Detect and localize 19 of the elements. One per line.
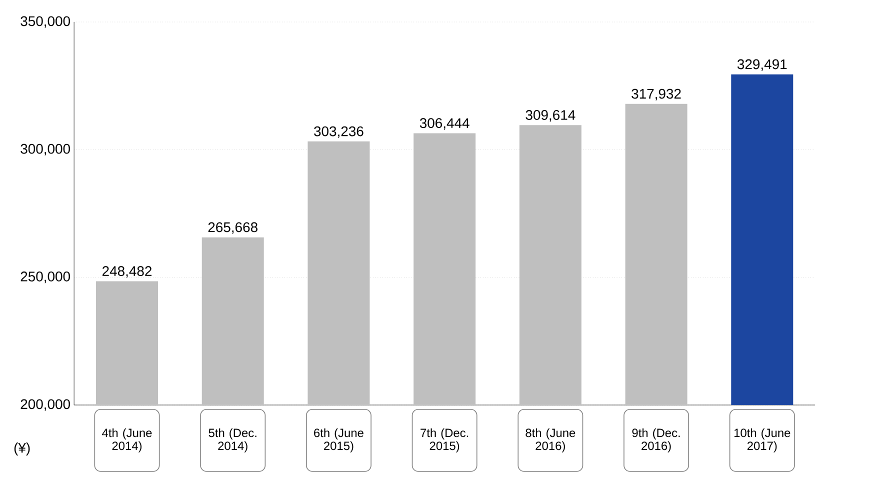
y-tick-label: 300,000 — [20, 144, 70, 156]
x-tick-label: 8th (June 2016) — [526, 428, 576, 452]
x-tick-label: 10th (June 2017) — [734, 428, 790, 452]
data-label: 309,614 — [526, 110, 576, 122]
data-label: 306,444 — [420, 118, 470, 130]
data-label: 248,482 — [102, 266, 152, 278]
data-label: 329,491 — [737, 59, 787, 71]
data-label: 265,668 — [208, 222, 258, 234]
x-tick-label: 9th (Dec. 2016) — [632, 428, 680, 452]
y-tick-label: 200,000 — [20, 399, 70, 411]
data-label: 317,932 — [632, 88, 681, 100]
y-axis-title: (¥) — [14, 442, 30, 456]
x-tick-label: 7th (Dec. 2015) — [420, 428, 468, 452]
y-tick-label: 250,000 — [20, 272, 70, 284]
x-tick-label: 5th (Dec. 2014) — [208, 428, 256, 452]
data-label: 303,236 — [314, 126, 364, 138]
x-tick-label: 6th (June 2015) — [314, 428, 364, 452]
y-tick-label: 350,000 — [20, 16, 70, 28]
x-tick-label: 4th (June 2014) — [102, 428, 152, 452]
